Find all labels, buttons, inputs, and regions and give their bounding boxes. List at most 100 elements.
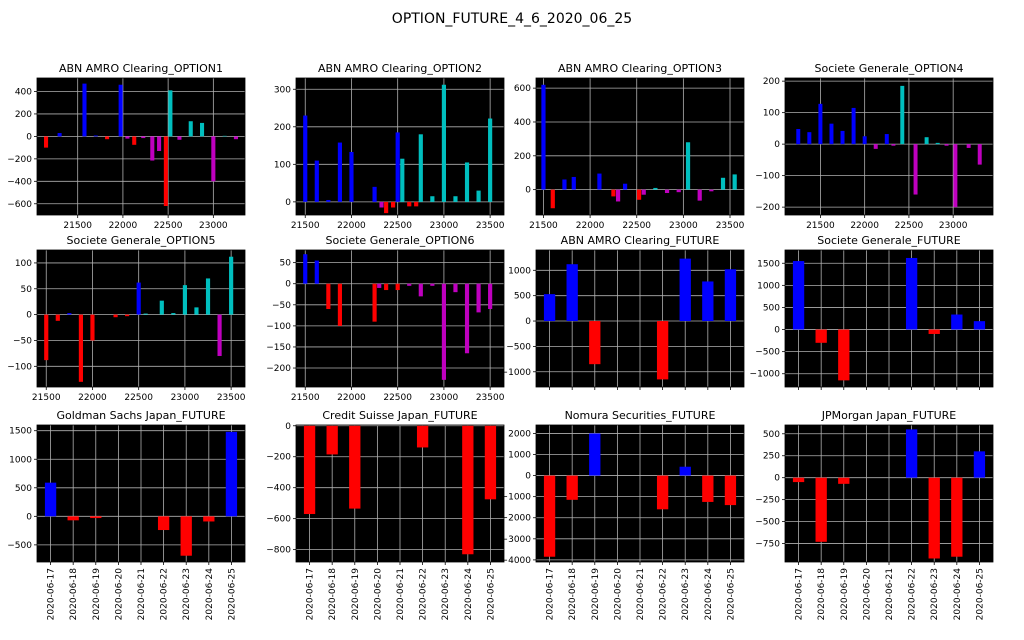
bar — [441, 283, 446, 380]
bar — [566, 264, 578, 322]
bar — [566, 475, 578, 500]
bar — [622, 183, 628, 190]
bar — [953, 144, 958, 208]
y-tick-label: −500 — [755, 348, 780, 358]
subplot-title: Societe Generale_OPTION6 — [326, 234, 475, 247]
bar — [913, 144, 918, 195]
y-tick-label: −100 — [266, 322, 291, 332]
y-tick-label: −600 — [266, 515, 291, 525]
bar — [488, 283, 493, 310]
y-tick-label: 2000 — [508, 429, 531, 439]
bar — [724, 475, 737, 506]
bar — [337, 142, 342, 202]
bar — [203, 516, 215, 522]
subplot: Nomura Securities_FUTURE −4000 −3000 −2000 −… — [501, 409, 745, 621]
bar — [125, 136, 130, 139]
bar — [873, 144, 878, 149]
y-tick-label: 500 — [514, 292, 531, 302]
x-tick-label: 2020-06-23 — [930, 568, 940, 620]
bar — [188, 121, 193, 137]
axes-frame — [295, 77, 505, 216]
axes-frame — [535, 77, 745, 216]
bar — [636, 189, 642, 200]
x-tick-label: 23500 — [476, 221, 505, 231]
bar — [372, 186, 377, 202]
bar — [168, 90, 173, 137]
y-tick-label: −1000 — [501, 368, 532, 378]
y-tick-label: 500 — [15, 484, 32, 494]
y-tick-label: 0 — [285, 198, 291, 208]
bar — [905, 257, 918, 330]
x-tick-label: 22000 — [850, 221, 879, 231]
axes-frame — [36, 77, 246, 216]
y-tick-label: −50 — [272, 301, 291, 311]
bar — [217, 314, 222, 356]
x-tick-label: 22000 — [78, 393, 107, 403]
x-tick-label: 2020-06-19 — [92, 568, 102, 621]
x-tick-label: 22500 — [383, 393, 412, 403]
bar — [326, 283, 331, 310]
bar — [150, 136, 155, 161]
bar — [679, 258, 691, 322]
bar — [656, 321, 669, 380]
bar — [418, 283, 423, 297]
bar — [597, 173, 602, 190]
bar — [462, 425, 474, 555]
y-tick-label: 1000 — [508, 451, 531, 461]
bar — [163, 136, 168, 207]
x-tick-label: 2020-06-24 — [464, 568, 474, 621]
x-tick-label: 22500 — [895, 221, 924, 231]
subplot: ABN AMRO Clearing_FUTURE −1000 −500 0 500 100… — [501, 234, 745, 390]
subplot: Societe Generale_OPTION6 −200 −150 −100 −50 0… — [266, 234, 504, 403]
figure-title: OPTION_FUTURE_4_6_2020_06_25 — [392, 11, 632, 27]
bar — [702, 281, 714, 322]
y-tick-label: 0 — [285, 422, 291, 432]
bar — [935, 142, 940, 145]
bar — [862, 136, 867, 145]
bar — [464, 162, 470, 202]
bar — [377, 283, 382, 288]
y-tick-label: −200 — [7, 155, 32, 165]
bar — [891, 144, 896, 146]
bar — [303, 254, 308, 284]
bar — [113, 314, 118, 318]
axes-frame — [295, 249, 505, 388]
bar — [303, 425, 316, 515]
y-tick-label: 200 — [15, 110, 32, 120]
bar — [143, 313, 148, 315]
x-tick-label: 2020-06-22 — [908, 568, 918, 620]
subplot: Credit Suisse Japan_FUTURE −800 −600 −400 −2… — [266, 409, 505, 621]
x-tick-label: 2020-06-19 — [591, 568, 601, 621]
bar — [229, 256, 234, 315]
bar — [180, 516, 192, 556]
y-tick-label: 0 — [525, 186, 531, 196]
y-tick-label: 200 — [763, 77, 780, 87]
y-tick-label: −50 — [13, 336, 32, 346]
bar — [484, 425, 497, 500]
plot-area — [785, 78, 993, 215]
bar — [326, 425, 338, 455]
bar — [105, 136, 110, 140]
bar — [222, 135, 227, 137]
bar — [205, 278, 211, 315]
subplot-title: ABN AMRO Clearing_OPTION1 — [59, 62, 223, 75]
x-tick-label: 2020-06-17 — [795, 568, 805, 620]
bar — [589, 321, 601, 365]
bar — [44, 136, 49, 148]
bar — [702, 475, 714, 502]
y-tick-label: −800 — [266, 546, 291, 556]
bar — [884, 134, 889, 145]
x-tick-label: 2020-06-18 — [328, 568, 338, 621]
bar — [838, 329, 850, 381]
x-tick-label: 23500 — [716, 221, 745, 231]
bar — [314, 260, 319, 284]
x-tick-label: 23000 — [430, 221, 459, 231]
y-tick-label: −400 — [266, 484, 291, 494]
bar — [656, 475, 669, 510]
bar — [905, 429, 918, 478]
bar — [829, 123, 834, 145]
bar — [709, 189, 714, 192]
y-tick-label: 500 — [763, 430, 780, 440]
y-tick-label: 0 — [774, 474, 780, 484]
x-tick-label: 21500 — [32, 393, 61, 403]
